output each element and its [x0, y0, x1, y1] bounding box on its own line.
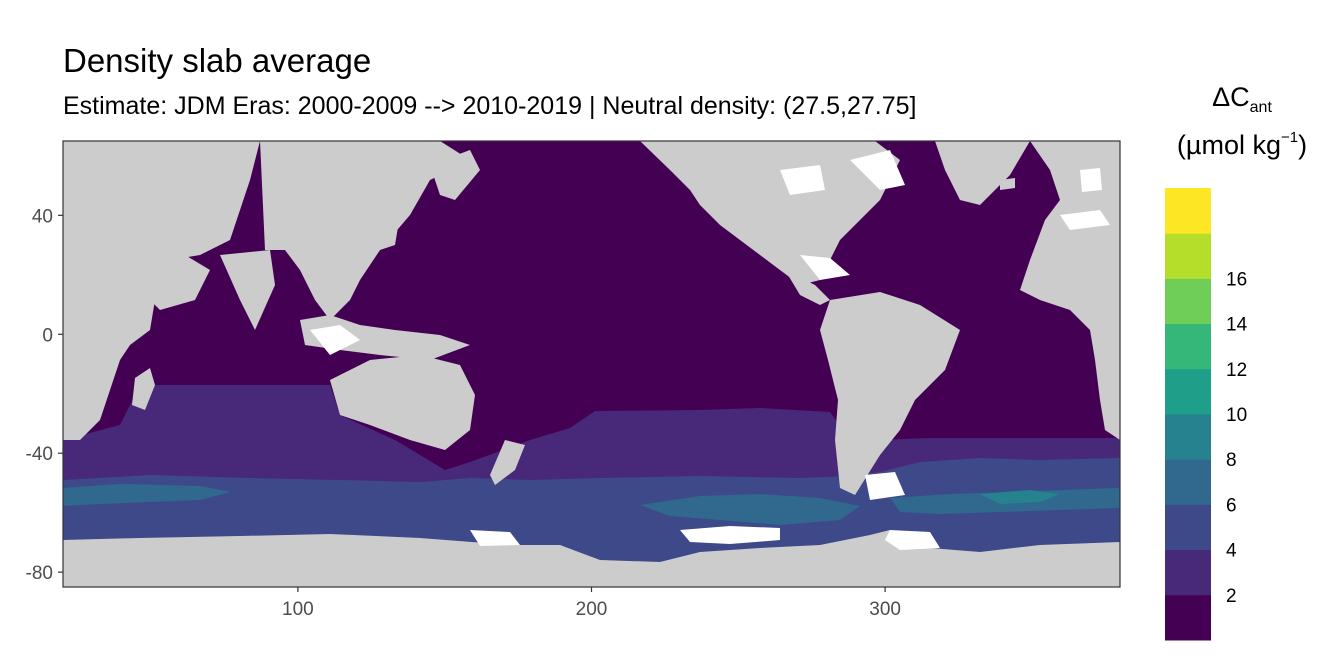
legend-tick-label: 10	[1226, 405, 1247, 426]
legend-swatch	[1165, 504, 1211, 551]
land-arabia	[130, 255, 210, 310]
y-tick-label: 40	[32, 206, 53, 227]
band-8-10-patch	[980, 490, 1060, 504]
legend-swatch	[1165, 323, 1211, 370]
legend-title: ΔCant (µmol kg−1)	[1162, 84, 1322, 159]
land-india	[220, 250, 275, 330]
legend-swatch	[1165, 233, 1211, 279]
land-australia	[330, 355, 475, 450]
y-tick-label: -40	[26, 444, 53, 465]
legend-tick-label: 16	[1226, 269, 1247, 290]
antarctica	[63, 530, 1120, 587]
ice-shelf-ross	[680, 526, 780, 544]
legend-swatch	[1165, 188, 1211, 234]
map-panel	[63, 141, 1120, 587]
x-tick-label: 300	[869, 599, 901, 620]
ice-shelf-amery	[470, 530, 520, 546]
land-south-america	[820, 292, 960, 495]
land-japan	[380, 210, 400, 250]
land-north-america	[640, 141, 900, 285]
band-6-8-front-west	[63, 484, 230, 506]
nodata-hudson	[780, 165, 825, 195]
nodata-patagonia	[865, 472, 905, 500]
y-tick-label: 0	[42, 325, 53, 346]
legend-swatch	[1165, 594, 1211, 641]
land-iceland	[1000, 178, 1015, 190]
land-central-america	[785, 270, 830, 305]
nodata-indonesia	[310, 325, 360, 355]
nodata-caribbean	[800, 255, 850, 280]
ice-shelf-weddell	[885, 530, 940, 550]
chart-title: Density slab average	[63, 42, 372, 79]
band-6-8-front-mid	[640, 494, 860, 525]
legend-tick-label: 4	[1226, 541, 1237, 562]
land-madagascar	[132, 368, 155, 410]
y-tick-label: -80	[26, 563, 53, 584]
land-asia	[260, 141, 470, 320]
legend-swatch	[1165, 278, 1211, 325]
land-greenland	[935, 141, 1030, 205]
x-tick-label: 200	[576, 599, 608, 620]
nodata-baltic	[1080, 168, 1102, 192]
legend-tick-label: 2	[1226, 586, 1237, 607]
legend-swatch	[1165, 459, 1211, 505]
nodata-mediterranean	[1060, 210, 1110, 230]
legend-swatch	[1165, 414, 1211, 460]
legend-tick-label: 12	[1226, 360, 1247, 381]
x-tick-label: 100	[282, 599, 314, 620]
legend-swatch	[1165, 368, 1211, 415]
legend-tick-label: 6	[1226, 495, 1237, 516]
land-new-zealand	[490, 440, 525, 485]
land-africa-eurasia-west	[63, 141, 260, 440]
legend-tick-label: 14	[1226, 315, 1248, 336]
legend: 2 4 6 8 10 12 14 16	[1165, 188, 1248, 641]
legend-title-symbol: ΔCant	[1212, 82, 1272, 116]
legend-title-unit: (µmol kg−1)	[1176, 129, 1308, 160]
land-kamchatka	[430, 150, 480, 200]
nodata-arctic-canada	[850, 150, 905, 190]
chart-subtitle: Estimate: JDM Eras: 2000-2009 --> 2010-2…	[63, 92, 917, 120]
legend-tick-label: 8	[1226, 450, 1237, 471]
legend-swatch	[1165, 549, 1211, 596]
